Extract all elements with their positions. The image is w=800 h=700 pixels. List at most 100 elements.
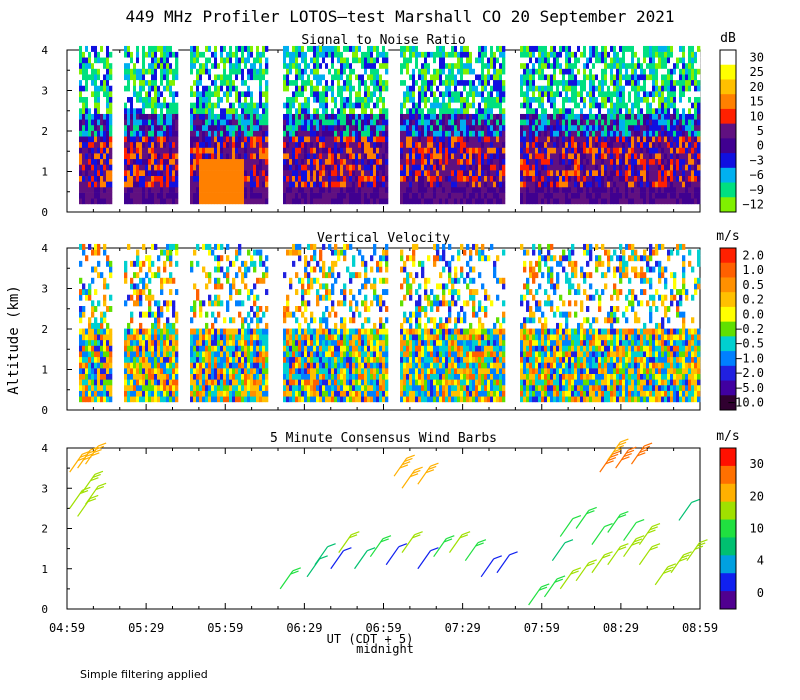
snr-cell: [433, 136, 437, 143]
snr-cell: [133, 119, 137, 126]
snr-cell: [499, 45, 503, 52]
snr-cell: [295, 119, 299, 126]
snr-cell: [175, 186, 179, 193]
snr-cell: [100, 141, 104, 148]
snr-cell: [241, 57, 245, 64]
snr-cell: [667, 113, 671, 120]
snr-cell: [652, 136, 656, 143]
snr-cell: [301, 62, 305, 69]
snr-cell: [235, 130, 239, 137]
snr-cell: [262, 62, 266, 69]
snr-cell: [304, 96, 308, 103]
snr-cell: [361, 119, 365, 126]
snr-cell: [568, 181, 572, 188]
snr-cell: [103, 113, 107, 120]
snr-cell: [568, 153, 572, 160]
snr-cell: [313, 136, 317, 143]
snr-cell: [238, 141, 242, 148]
snr-cell: [328, 119, 332, 126]
snr-cell: [325, 102, 329, 109]
snr-cell: [427, 119, 431, 126]
snr-cell: [487, 62, 491, 69]
snr-cell: [346, 119, 350, 126]
snr-cell: [145, 102, 149, 109]
snr-cell: [145, 147, 149, 154]
snr-cell: [100, 79, 104, 86]
snr-cell: [463, 192, 467, 199]
snr-cell: [460, 170, 464, 176]
snr-cell: [367, 124, 371, 131]
snr-cell: [610, 108, 614, 114]
snr-cell: [442, 186, 446, 193]
snr-cell: [631, 124, 635, 131]
snr-cell: [436, 51, 440, 58]
snr-cell: [385, 186, 389, 193]
snr-cell: [106, 164, 110, 171]
snr-cell: [418, 68, 422, 75]
snr-cell: [664, 102, 668, 109]
snr-cell: [307, 192, 311, 199]
snr-cell: [574, 62, 578, 69]
snr-cell: [475, 113, 479, 120]
snr-cell: [253, 153, 257, 160]
snr-cell: [634, 198, 638, 205]
snr-cell: [538, 96, 542, 103]
snr-cell: [169, 192, 173, 199]
snr-cell: [412, 192, 416, 199]
snr-cell: [208, 141, 212, 148]
snr-cell: [403, 102, 407, 109]
snr-cell: [484, 170, 488, 176]
snr-cell: [649, 158, 653, 165]
snr-cell: [283, 198, 287, 205]
snr-cell: [454, 147, 458, 154]
snr-cell: [418, 198, 422, 205]
snr-cell: [502, 51, 506, 58]
snr-cell: [610, 124, 614, 131]
snr-cell: [607, 85, 611, 92]
snr-cell: [544, 158, 548, 165]
snr-cell: [382, 62, 386, 69]
snr-cell: [142, 62, 146, 69]
snr-cell: [151, 91, 155, 98]
snr-cell: [421, 79, 425, 86]
snr-cell: [163, 136, 167, 143]
snr-cell: [328, 192, 332, 199]
snr-cell: [610, 102, 614, 109]
snr-cell: [502, 130, 506, 137]
snr-cell: [430, 124, 434, 131]
snr-cell: [385, 45, 389, 52]
snr-cell: [124, 147, 128, 154]
snr-cell: [520, 186, 524, 193]
snr-cell: [418, 45, 422, 52]
snr-cell: [307, 198, 311, 205]
snr-cell: [562, 91, 566, 98]
snr-cell: [493, 79, 497, 86]
snr-cell: [172, 79, 176, 86]
snr-cell: [571, 130, 575, 137]
snr-cell: [424, 147, 428, 154]
snr-cell: [136, 45, 140, 52]
snr-cell: [553, 141, 557, 148]
snr-cell: [523, 96, 527, 103]
snr-cell: [313, 45, 317, 52]
snr-cell: [214, 181, 218, 188]
snr-cell: [643, 124, 647, 131]
snr-cell: [613, 91, 617, 98]
snr-cell: [499, 113, 503, 120]
snr-cell: [412, 119, 416, 126]
snr-cell: [451, 175, 455, 182]
snr-cell: [454, 153, 458, 160]
snr-cell: [634, 158, 638, 165]
snr-cell: [424, 124, 428, 131]
snr-cell: [589, 113, 593, 120]
snr-cell: [496, 74, 500, 81]
snr-cell: [415, 96, 419, 103]
snr-cell: [208, 68, 212, 75]
snr-cell: [640, 62, 644, 69]
snr-cell: [571, 85, 575, 92]
snr-cell: [559, 91, 563, 98]
snr-cell: [466, 108, 470, 114]
snr-cell: [544, 147, 548, 154]
snr-cell: [568, 147, 572, 154]
snr-cell: [544, 136, 548, 143]
